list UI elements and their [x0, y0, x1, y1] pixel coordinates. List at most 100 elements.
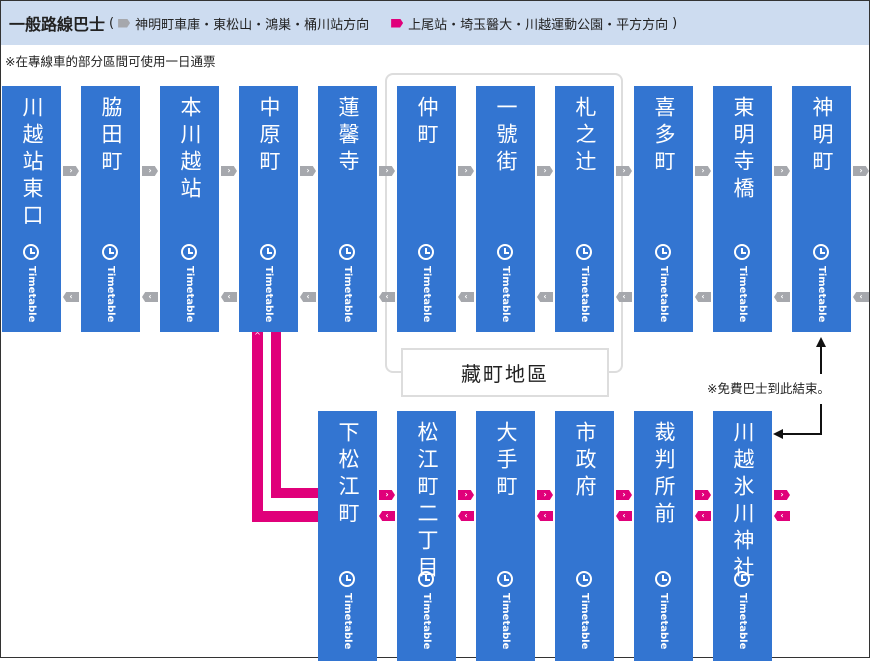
inbound-arrow-icon: ‹	[458, 511, 474, 521]
station-bottom[interactable]: 市政府 Timetable	[555, 411, 614, 661]
header: 一般路線巴士 ( 神明町車庫・東松山・鴻巣・桶川站方向 上尾站・埼玉醫大・川越運…	[1, 1, 869, 45]
timetable-link[interactable]: Timetable	[184, 266, 195, 323]
clock-icon	[734, 571, 750, 587]
outbound-arrow-icon: ›	[142, 166, 158, 176]
station-name: 喜多町	[652, 96, 676, 177]
station-name: 本川越站	[178, 96, 202, 204]
clock-icon	[260, 244, 276, 260]
inbound-arrow-icon: ‹	[853, 292, 869, 302]
station-top[interactable]: 東明寺橋 Timetable	[713, 86, 772, 332]
arrow-line	[820, 404, 822, 435]
timetable-link[interactable]: Timetable	[737, 593, 748, 650]
station-top[interactable]: 本川越站 Timetable	[160, 86, 219, 332]
station-name: 一號街	[494, 96, 518, 177]
timetable-link[interactable]: Timetable	[658, 593, 669, 650]
up-arrow-icon	[816, 337, 826, 347]
inbound-arrow-icon: ‹	[695, 292, 711, 302]
clock-icon	[497, 571, 513, 587]
inbound-arrow-icon: ‹	[537, 511, 553, 521]
station-top[interactable]: 神明町 Timetable	[792, 86, 851, 332]
clock-icon	[655, 244, 671, 260]
outbound-arrow-icon: ›	[379, 166, 395, 176]
timetable-link[interactable]: Timetable	[500, 266, 511, 323]
station-top[interactable]: 脇田町 Timetable	[81, 86, 140, 332]
clock-icon	[339, 571, 355, 587]
clock-icon	[734, 244, 750, 260]
outbound-arrow-icon: ›	[300, 166, 316, 176]
arrow-line	[781, 433, 822, 435]
outbound-arrow-icon: ›	[537, 166, 553, 176]
station-top[interactable]: 仲町 Timetable	[397, 86, 456, 332]
timetable-link[interactable]: Timetable	[579, 266, 590, 323]
clock-icon	[813, 244, 829, 260]
station-name: 裁判所前	[652, 421, 676, 529]
page-title: 一般路線巴士	[9, 15, 106, 34]
timetable-link[interactable]: Timetable	[500, 593, 511, 650]
outbound-arrow-icon: ›	[379, 490, 395, 500]
one-day-pass-note: ※在專線車的部分區間可使用一日通票	[5, 54, 216, 69]
clock-icon	[339, 244, 355, 260]
timetable-link[interactable]: Timetable	[263, 266, 274, 323]
timetable-link[interactable]: Timetable	[579, 593, 590, 650]
legend-outbound: 神明町車庫・東松山・鴻巣・桶川站方向	[135, 17, 370, 33]
station-bottom[interactable]: 下松江町 Timetable	[318, 411, 377, 661]
district-label: 藏町地區	[401, 348, 609, 397]
station-name: 川越氷川神社	[731, 421, 755, 583]
outbound-arrow-icon: ›	[616, 490, 632, 500]
outbound-arrow-icon: ›	[221, 166, 237, 176]
inbound-arrow-icon: ‹	[774, 511, 790, 521]
station-name: 神明町	[810, 96, 834, 177]
legend-inbound: 上尾站・埼玉醫大・川越運動公園・平方方向	[408, 17, 669, 33]
station-name: 川越站東口	[20, 96, 44, 231]
gray-arrow-icon	[118, 18, 131, 28]
station-name: 脇田町	[99, 96, 123, 177]
outbound-arrow-icon: ›	[695, 490, 711, 500]
station-name: 東明寺橋	[731, 96, 755, 204]
timetable-link[interactable]: Timetable	[421, 593, 432, 650]
clock-icon	[418, 571, 434, 587]
outbound-arrow-icon: ›	[458, 166, 474, 176]
clock-icon	[23, 244, 39, 260]
station-top[interactable]: 中原町 Timetable	[239, 86, 298, 332]
outbound-route-line	[271, 332, 281, 498]
timetable-link[interactable]: Timetable	[26, 266, 37, 323]
inbound-arrow-icon: ‹	[616, 292, 632, 302]
timetable-link[interactable]: Timetable	[342, 266, 353, 323]
timetable-link[interactable]: Timetable	[816, 266, 827, 323]
free-bus-end-note: ※免費巴士到此結束。	[707, 381, 830, 396]
timetable-link[interactable]: Timetable	[342, 593, 353, 650]
inbound-arrow-icon: ‹	[695, 511, 711, 521]
station-bottom[interactable]: 川越氷川神社 Timetable	[713, 411, 772, 661]
station-name: 大手町	[494, 421, 518, 502]
timetable-link[interactable]: Timetable	[421, 266, 432, 323]
timetable-link[interactable]: Timetable	[658, 266, 669, 323]
outbound-arrow-icon: ›	[616, 166, 632, 176]
timetable-link[interactable]: Timetable	[105, 266, 116, 323]
station-top[interactable]: 喜多町 Timetable	[634, 86, 693, 332]
clock-icon	[181, 244, 197, 260]
station-name: 札之辻	[573, 96, 597, 177]
timetable-link[interactable]: Timetable	[737, 266, 748, 323]
inbound-route-line	[252, 332, 263, 522]
station-top[interactable]: 一號街 Timetable	[476, 86, 535, 332]
station-bottom[interactable]: 裁判所前 Timetable	[634, 411, 693, 661]
station-name: 松江町二丁目	[415, 421, 439, 583]
up-chevron-icon: ^	[254, 331, 261, 340]
outbound-arrow-icon: ›	[458, 490, 474, 500]
inbound-arrow-icon: ‹	[379, 292, 395, 302]
station-top[interactable]: 蓮馨寺 Timetable	[318, 86, 377, 332]
station-bottom[interactable]: 松江町二丁目 Timetable	[397, 411, 456, 661]
outbound-arrow-icon: ›	[695, 166, 711, 176]
inbound-route-line	[252, 511, 318, 522]
paren: )	[672, 15, 678, 31]
inbound-arrow-icon: ‹	[221, 292, 237, 302]
inbound-arrow-icon: ‹	[616, 511, 632, 521]
clock-icon	[497, 244, 513, 260]
inbound-arrow-icon: ‹	[142, 292, 158, 302]
station-name: 下松江町	[336, 421, 360, 529]
station-bottom[interactable]: 大手町 Timetable	[476, 411, 535, 661]
station-name: 市政府	[573, 421, 597, 502]
station-top[interactable]: 川越站東口 Timetable	[2, 86, 61, 332]
station-top[interactable]: 札之辻 Timetable	[555, 86, 614, 332]
inbound-arrow-icon: ‹	[379, 511, 395, 521]
